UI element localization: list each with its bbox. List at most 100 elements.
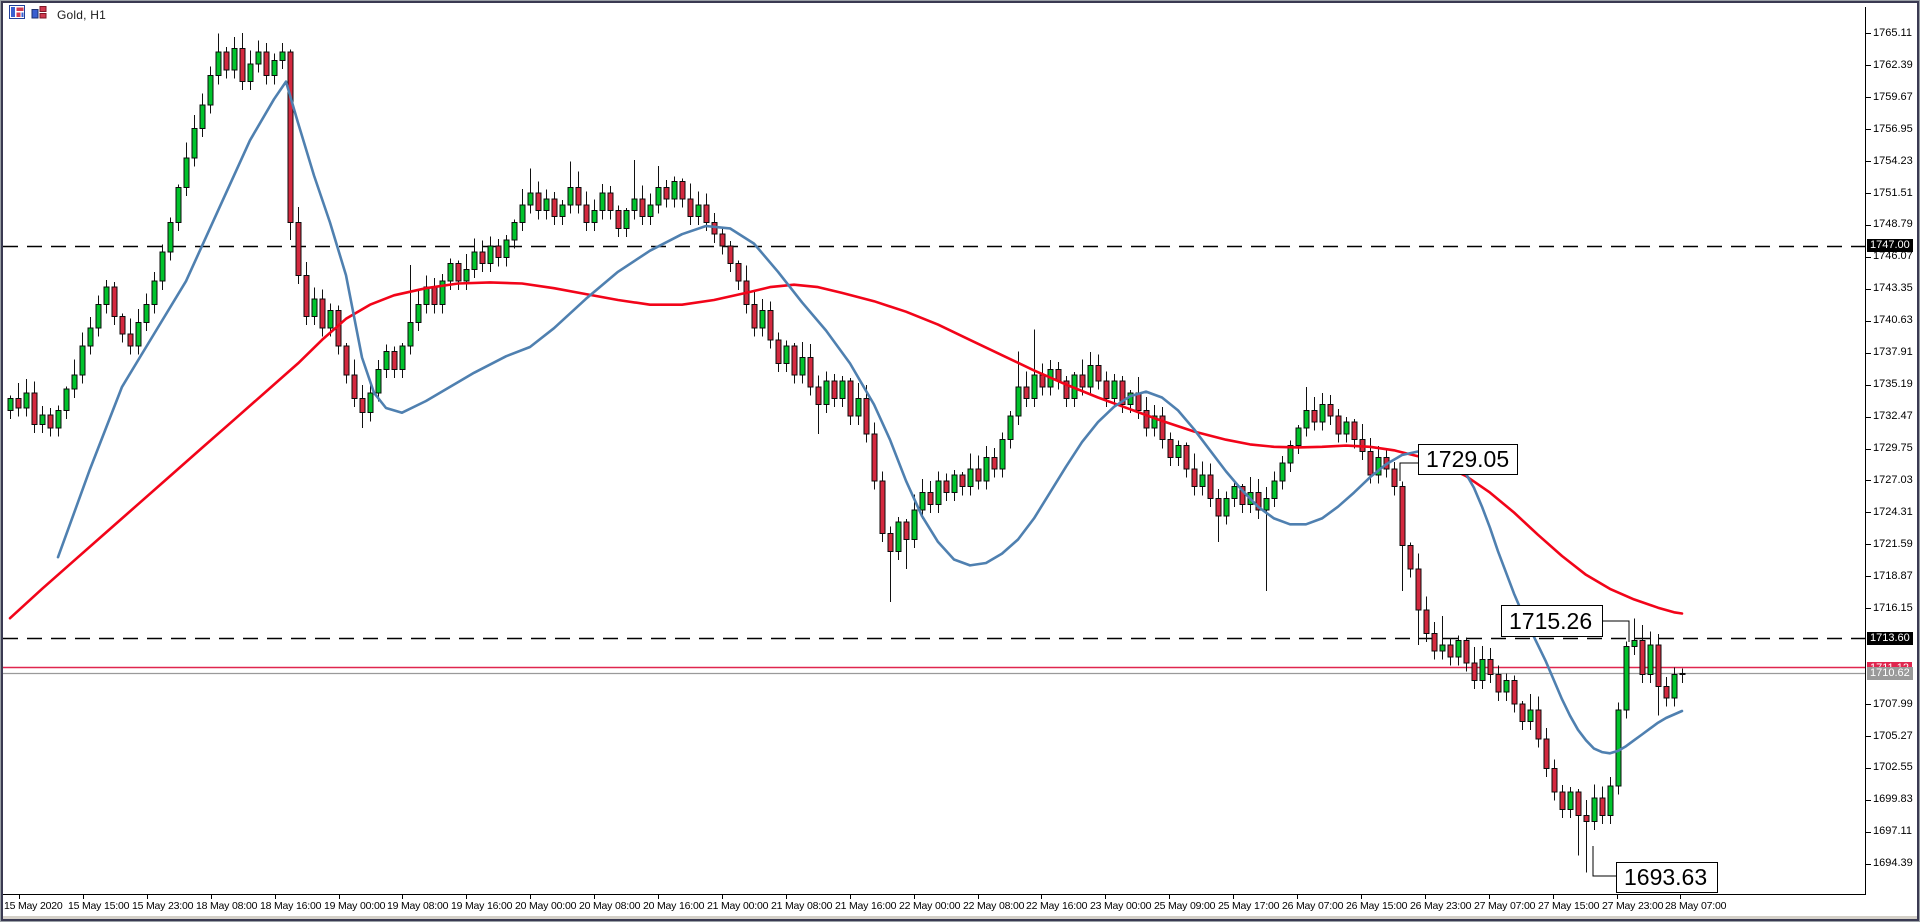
chart-header: Gold, H1 (9, 5, 106, 24)
time-tick-label: 20 May 08:00 (579, 900, 641, 912)
candle-body (167, 221, 174, 253)
candle-body (119, 315, 126, 335)
time-tick-mark (1553, 895, 1554, 899)
price-annotation-1729.05[interactable]: 1729.05 (1418, 444, 1518, 475)
candle-body (1263, 497, 1270, 511)
chart-canvas[interactable] (3, 7, 1865, 895)
candle-body (1591, 797, 1598, 822)
candle-body (1111, 380, 1118, 400)
price-tick-label: 1694.39 (1873, 857, 1913, 869)
candle-body (1511, 679, 1518, 705)
chart-title: Gold, H1 (57, 8, 106, 22)
moving-averages-layer (8, 80, 1684, 755)
candle-body (39, 414, 46, 425)
candle-body (263, 51, 270, 77)
price-tick-label: 1729.75 (1873, 442, 1913, 454)
candle-body (1599, 797, 1606, 817)
candle-body (599, 192, 606, 212)
candle-body (143, 304, 150, 323)
candle-body (343, 345, 350, 376)
candle-body (207, 75, 214, 106)
candle-body (1223, 497, 1230, 517)
candle-body (127, 333, 134, 347)
price-tick-mark (1866, 608, 1871, 609)
candle-body (95, 304, 102, 329)
candle-body (511, 221, 518, 241)
candle-body (1671, 674, 1678, 699)
candle-body (55, 409, 62, 429)
time-tick-label: 27 May 15:00 (1538, 900, 1600, 912)
candle-body (1575, 791, 1582, 817)
candle-body (1015, 386, 1022, 417)
price-tick-label: 1748.79 (1873, 218, 1913, 230)
candle-body (471, 251, 478, 270)
candle-body (47, 414, 54, 429)
candle-body (1039, 374, 1046, 388)
candle-body (151, 280, 158, 306)
price-tick-label: 1727.03 (1873, 474, 1913, 486)
price-tick-mark (1866, 129, 1871, 130)
candle-body (447, 263, 454, 282)
candle-body (1087, 365, 1094, 388)
time-tick-label: 25 May 17:00 (1218, 900, 1280, 912)
candle-body (1535, 709, 1542, 740)
candle-body (1303, 409, 1310, 429)
price-annotation-1693.63[interactable]: 1693.63 (1616, 862, 1718, 893)
candle-body (1527, 709, 1534, 723)
candle-body (543, 198, 550, 212)
candle-body (1375, 456, 1382, 476)
price-label-black-1747.00: 1747.00 (1867, 239, 1913, 252)
candle-body (1159, 415, 1166, 441)
candle-body (1023, 386, 1030, 400)
candle-body (687, 198, 694, 218)
candle-body (535, 192, 542, 212)
time-tick-mark (978, 895, 979, 899)
price-tick-label: 1724.31 (1873, 506, 1913, 518)
price-tick-mark (1866, 161, 1871, 162)
candle-body (679, 180, 686, 200)
time-tick-label: 26 May 15:00 (1346, 900, 1408, 912)
candle-body (247, 63, 254, 83)
candle-body (647, 204, 654, 218)
candle-body (1399, 486, 1406, 546)
price-tick-mark (1866, 576, 1871, 577)
time-tick-label: 19 May 00:00 (324, 900, 386, 912)
time-tick-label: 25 May 09:00 (1154, 900, 1216, 912)
candle-body (111, 286, 118, 317)
time-tick-mark (594, 895, 595, 899)
candle-body (1351, 421, 1358, 441)
candle-body (1231, 486, 1238, 499)
candle-body (383, 351, 390, 370)
candle-body (791, 345, 798, 376)
time-tick-mark (275, 895, 276, 899)
candle-body (1311, 409, 1318, 423)
candle-body (575, 186, 582, 206)
candle-body (1407, 544, 1414, 570)
candle-body (775, 339, 782, 364)
time-tick-label: 20 May 16:00 (643, 900, 705, 912)
time-axis[interactable]: 15 May 2020 15 May 15:00 15 May 23:00 18 Ma… (3, 894, 1865, 920)
price-annotation-1715.26[interactable]: 1715.26 (1501, 605, 1603, 637)
time-tick-mark (1680, 895, 1681, 899)
candle-body (175, 186, 182, 223)
time-tick-label: 23 May 00:00 (1090, 900, 1152, 912)
candle-body (871, 433, 878, 482)
time-tick-label: 21 May 08:00 (771, 900, 833, 912)
candle-body (887, 533, 894, 552)
time-tick-label: 18 May 16:00 (260, 900, 322, 912)
candle-body (391, 351, 398, 370)
candle-body (839, 380, 846, 400)
candle-body (31, 392, 38, 425)
price-axis[interactable]: 1765.11 1762.39 1759.67 1756.95 1754.23 1751.… (1865, 7, 1919, 895)
candle-body (1415, 568, 1422, 611)
time-tick-label: 15 May 15:00 (68, 900, 130, 912)
candle-body (1583, 815, 1590, 822)
candle-body (495, 245, 502, 259)
candle-body (1463, 640, 1470, 664)
candle-body (823, 380, 830, 405)
candle-body (1295, 427, 1302, 447)
candle-body (279, 51, 286, 61)
time-tick-mark (530, 895, 531, 899)
candle-body (159, 251, 166, 282)
candle-body (1175, 445, 1182, 458)
